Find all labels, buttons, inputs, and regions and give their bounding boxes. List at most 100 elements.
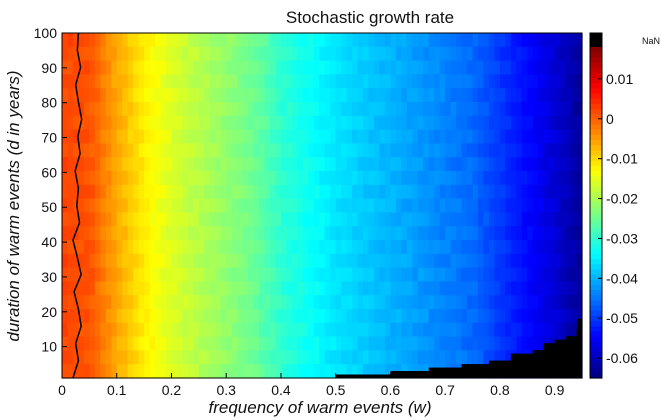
heatmap-cell	[259, 281, 266, 296]
heatmap-cell	[215, 171, 222, 186]
heatmap-cell	[576, 295, 583, 310]
heatmap-cell	[335, 281, 342, 296]
heatmap-cell	[144, 171, 151, 186]
heatmap-cell	[401, 74, 408, 89]
heatmap-cell	[488, 267, 496, 282]
heatmap-cell	[554, 129, 561, 144]
heatmap-cell	[374, 336, 381, 351]
heatmap-cell	[423, 322, 430, 338]
heatmap-cell	[215, 350, 222, 365]
y-tick-label: 100	[34, 25, 58, 41]
colorbar-swatch	[590, 176, 602, 183]
heatmap-cell	[510, 226, 517, 241]
heatmap-cell	[357, 226, 364, 241]
heatmap-cell	[62, 350, 69, 365]
heatmap-cell	[242, 171, 249, 186]
heatmap-cell	[565, 309, 572, 324]
heatmap-cell	[209, 88, 216, 103]
heatmap-cell	[488, 46, 496, 62]
heatmap-cell	[204, 350, 211, 365]
heatmap-cell	[138, 295, 145, 310]
heatmap-cell	[461, 88, 468, 103]
heatmap-cell	[538, 212, 545, 227]
heatmap-cell	[248, 60, 255, 75]
heatmap-cell	[384, 143, 392, 158]
heatmap-cell	[138, 322, 145, 338]
heatmap-cell	[182, 88, 189, 103]
heatmap-cell	[488, 129, 496, 144]
heatmap-cell	[176, 240, 184, 255]
heatmap-cell	[341, 226, 348, 241]
heatmap-cell	[543, 198, 550, 213]
heatmap-cell	[494, 88, 501, 103]
heatmap-cell	[521, 309, 528, 324]
y-axis-label: duration of warm events (d in years)	[4, 70, 23, 341]
heatmap-cell	[324, 336, 331, 351]
heatmap-cell	[297, 281, 304, 296]
y-tick-label: 90	[41, 60, 57, 76]
heatmap-cell	[226, 143, 233, 158]
heatmap-cell	[368, 364, 375, 379]
colorbar-swatch	[590, 279, 602, 286]
heatmap-cell	[395, 309, 402, 324]
heatmap-cell	[286, 309, 293, 324]
heatmap-cell	[231, 33, 238, 48]
heatmap-cell	[275, 226, 282, 241]
heatmap-cell	[253, 157, 260, 172]
colorbar-swatch	[590, 67, 602, 74]
heatmap-cell	[237, 267, 244, 282]
heatmap-cell	[62, 198, 69, 213]
heatmap-cell	[483, 60, 490, 75]
heatmap-cell	[198, 322, 205, 338]
heatmap-cell	[390, 226, 397, 241]
heatmap-cell	[488, 74, 496, 89]
heatmap-cell	[72, 115, 80, 131]
heatmap-cell	[215, 129, 222, 144]
heatmap-cell	[270, 364, 277, 379]
heatmap-cell	[341, 198, 348, 213]
heatmap-cell	[182, 226, 189, 241]
heatmap-cell	[182, 240, 189, 255]
heatmap-cell	[144, 33, 151, 48]
colorbar-swatch	[590, 248, 602, 255]
heatmap-cell	[215, 143, 222, 158]
heatmap-cell	[357, 33, 364, 48]
heatmap-cell	[346, 267, 353, 282]
heatmap-cell	[450, 240, 457, 255]
heatmap-cell	[576, 129, 583, 144]
heatmap-cell	[560, 74, 567, 89]
heatmap-cell	[176, 184, 184, 200]
heatmap-cell	[527, 267, 534, 282]
heatmap-cell	[335, 184, 342, 200]
heatmap-cell	[209, 46, 216, 62]
heatmap-cell	[346, 295, 353, 310]
heatmap-cell	[248, 350, 255, 365]
heatmap-cell	[204, 102, 211, 117]
heatmap-cell	[111, 226, 118, 241]
heatmap-cell	[105, 74, 112, 89]
heatmap-cell	[527, 322, 534, 338]
heatmap-cell	[445, 322, 452, 338]
heatmap-cell	[538, 115, 545, 131]
heatmap-cell	[67, 226, 74, 241]
heatmap-cell	[176, 322, 184, 338]
heatmap-cell	[291, 309, 298, 324]
heatmap-cell	[417, 322, 424, 338]
heatmap-cell	[456, 336, 463, 351]
heatmap-cell	[549, 33, 556, 48]
heatmap-cell	[275, 198, 282, 213]
heatmap-cell	[215, 281, 222, 296]
heatmap-cell	[319, 281, 326, 296]
heatmap-cell	[198, 60, 205, 75]
heatmap-cell	[280, 253, 288, 269]
heatmap-cell	[160, 46, 167, 62]
heatmap-cell	[160, 184, 167, 200]
heatmap-cell	[226, 102, 233, 117]
heatmap-cell	[308, 198, 315, 213]
heatmap-cell	[116, 240, 123, 255]
heatmap-cell	[467, 33, 474, 48]
heatmap-cell	[467, 46, 474, 62]
heatmap-cell	[467, 157, 474, 172]
heatmap-cell	[72, 240, 80, 255]
heatmap-cell	[357, 143, 364, 158]
